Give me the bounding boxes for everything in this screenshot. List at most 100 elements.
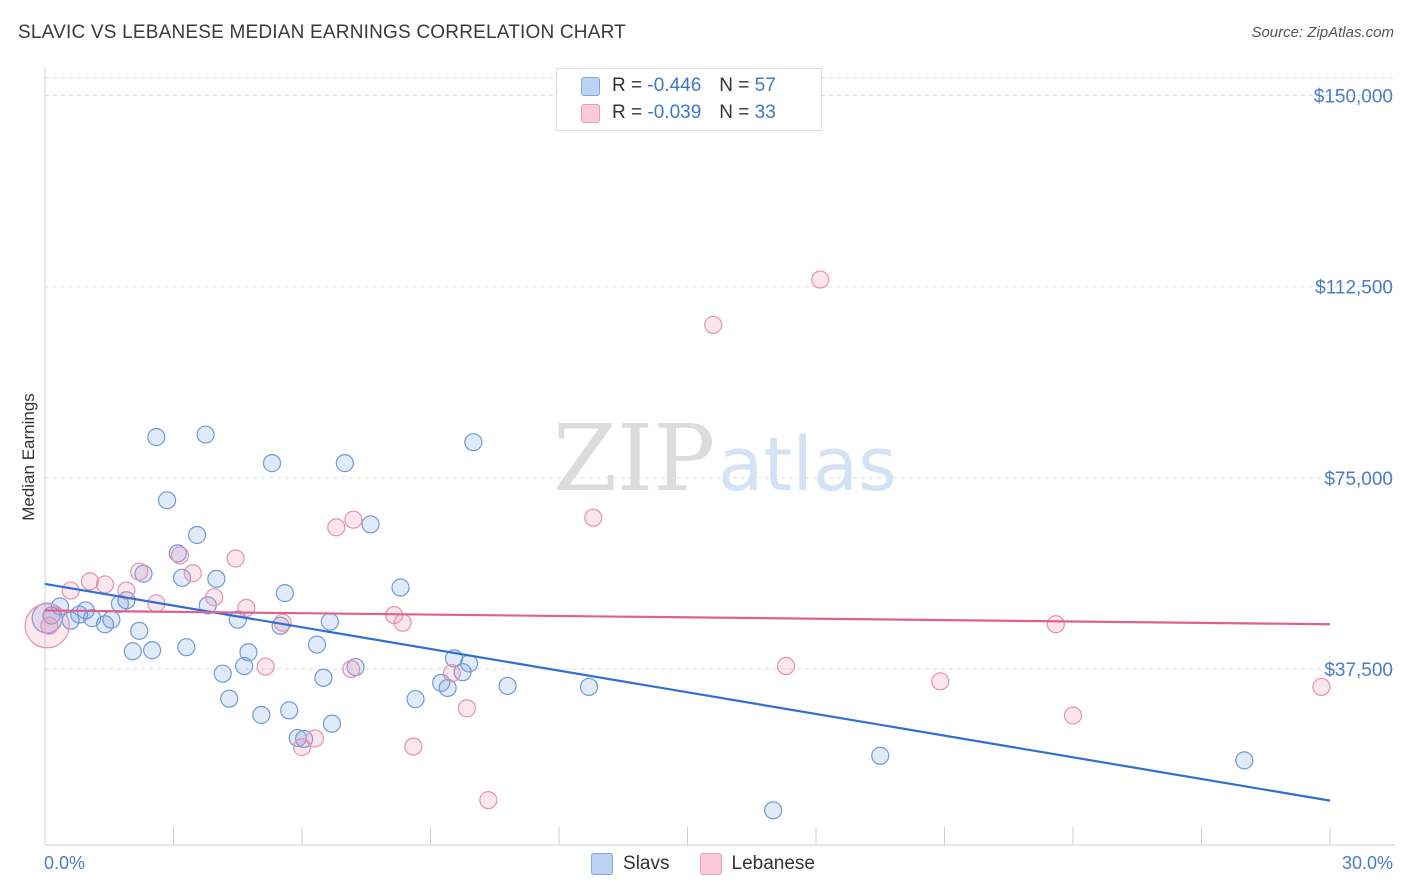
- watermark-atlas: atlas: [718, 422, 897, 508]
- y-tick-label-0: $37,500: [1324, 660, 1393, 681]
- lebanese-point-28: [811, 270, 830, 289]
- slavs-swatch: [581, 76, 600, 96]
- lebanese-point-5: [130, 562, 149, 581]
- lebanese-point-3: [95, 575, 115, 594]
- slavs-point-43: [406, 690, 425, 709]
- watermark-zip: ZIP: [553, 405, 715, 512]
- slavs-n-label: N =: [719, 75, 750, 96]
- lebanese-swatch: [581, 103, 600, 123]
- slavs-point-29: [262, 454, 282, 473]
- slavs-point-45: [438, 678, 457, 698]
- slavs-point-15: [157, 491, 177, 510]
- lebanese-point-30: [1046, 615, 1065, 634]
- slavs-point-24: [220, 689, 239, 708]
- lebanese-legend-label: Lebanese: [731, 853, 815, 874]
- lebanese-point-14: [292, 738, 312, 757]
- slavs-point-27: [239, 643, 258, 662]
- slavs-point-18: [177, 638, 196, 657]
- lebanese-point-24: [479, 791, 498, 810]
- lebanese-legend-swatch: [699, 853, 722, 875]
- lebanese-n-label: N =: [719, 102, 750, 123]
- slavs-n-value: 57: [754, 75, 776, 96]
- slavs-point-53: [871, 746, 890, 765]
- source-credit: Source: ZipAtlas.com: [1251, 24, 1394, 41]
- lebanese-r-value: -0.039: [647, 102, 702, 123]
- series-legend: Slavs Lebanese: [0, 852, 1406, 876]
- trend-lines: [44, 582, 1331, 802]
- lebanese-point-17: [342, 659, 361, 679]
- y-tick-labels: $37,500 $75,000 $112,500 $150,000: [1314, 86, 1393, 681]
- slavs-point-26: [235, 656, 254, 676]
- slavs-point-11: [130, 621, 149, 640]
- legend-row-slavs: R = -0.446 N = 57: [581, 74, 776, 98]
- slavs-point-13: [142, 641, 162, 660]
- slavs-point-23: [213, 664, 232, 683]
- lebanese-point-10: [226, 549, 245, 568]
- lebanese-point-15: [305, 729, 324, 748]
- lebanese-point-7: [170, 546, 190, 565]
- slavs-point-52: [764, 801, 783, 820]
- lebanese-r-label: R =: [612, 102, 643, 123]
- gridlines: [45, 77, 1395, 670]
- lebanese-point-23: [457, 699, 477, 718]
- axes: [44, 68, 1395, 846]
- lebanese-cluster-point: [24, 603, 70, 649]
- lebanese-point-32: [1312, 677, 1331, 697]
- lebanese-point-12: [256, 657, 275, 676]
- x-tick-label-0: 0.0%: [44, 853, 85, 873]
- y-tick-label-3: $150,000: [1314, 86, 1393, 107]
- lebanese-point-0: [40, 616, 59, 635]
- slavs-r-value: -0.446: [647, 75, 702, 96]
- lebanese-point-25: [584, 508, 603, 527]
- stats-legend: R = -0.446 N = 57 R = -0.039 N = 33: [556, 68, 822, 131]
- slavs-point-31: [275, 584, 294, 603]
- lebanese-point-18: [344, 510, 363, 529]
- slavs-point-7: [102, 610, 121, 629]
- slavs-legend-label: Slavs: [623, 853, 670, 874]
- slavs-point-39: [335, 454, 354, 473]
- slavs-point-37: [320, 612, 339, 631]
- lebanese-n-value: 33: [754, 102, 776, 123]
- slavs-point-36: [314, 668, 333, 687]
- slavs-point-38: [322, 714, 342, 733]
- slavs-trend-line: [44, 582, 1331, 802]
- legend-item-slavs: Slavs: [591, 853, 670, 875]
- lebanese-points: [24, 270, 1331, 810]
- slavs-point-20: [196, 425, 215, 444]
- lebanese-point-9: [205, 588, 224, 607]
- slavs-point-19: [187, 525, 207, 545]
- lebanese-point-11: [237, 598, 256, 618]
- slavs-point-10: [123, 642, 142, 661]
- lebanese-point-26: [704, 315, 723, 335]
- x-tick-labels: 0.0% 30.0%: [44, 853, 1393, 873]
- legend-row-lebanese: R = -0.039 N = 33: [581, 101, 776, 125]
- lebanese-point-16: [327, 518, 346, 537]
- slavs-point-22: [207, 569, 226, 588]
- slavs-legend-swatch: [591, 853, 614, 875]
- lebanese-trend-line: [44, 609, 1331, 626]
- lebanese-point-20: [393, 613, 412, 632]
- slavs-point-54: [1235, 751, 1254, 770]
- y-tick-label-2: $112,500: [1315, 278, 1393, 299]
- slavs-point-32: [280, 701, 299, 720]
- slavs-point-41: [361, 515, 380, 534]
- slavs-point-17: [172, 568, 192, 587]
- lebanese-point-1: [61, 581, 80, 600]
- lebanese-point-27: [776, 656, 796, 676]
- slavs-point-49: [464, 433, 483, 452]
- lebanese-point-8: [183, 564, 202, 583]
- lebanese-point-21: [404, 737, 423, 756]
- slavs-point-42: [391, 578, 410, 597]
- lebanese-point-22: [442, 664, 462, 683]
- slavs-point-50: [498, 676, 517, 696]
- lebanese-point-2: [80, 572, 100, 591]
- slavs-r-label: R =: [612, 75, 643, 96]
- slavs-point-6: [95, 615, 115, 634]
- legend-item-lebanese: Lebanese: [699, 853, 815, 875]
- slavs-point-28: [252, 705, 271, 725]
- slavs-point-35: [307, 635, 327, 654]
- slavs-point-51: [579, 677, 599, 697]
- y-tick-label-1: $75,000: [1324, 469, 1393, 490]
- watermark: ZIP atlas: [553, 405, 897, 512]
